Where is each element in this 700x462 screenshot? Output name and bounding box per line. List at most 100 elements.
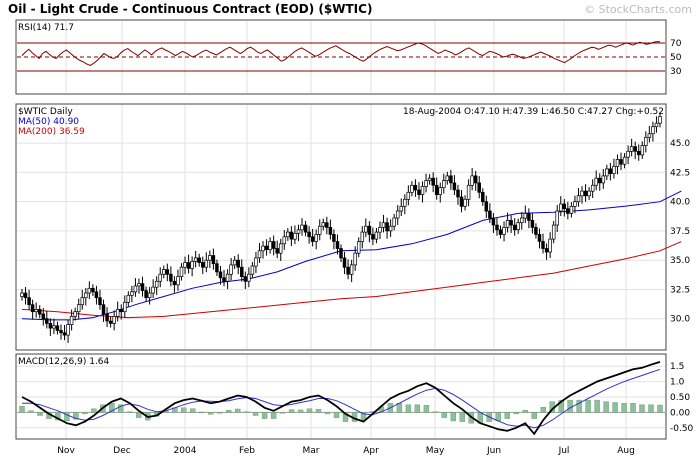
candle-down [417,189,421,196]
candle-up [520,217,524,224]
candle-down [140,283,145,291]
candle-down [488,210,492,219]
candle-up [158,273,162,282]
macd-histogram-bar [603,401,609,413]
macd-histogram-bar [621,403,627,413]
macd-histogram-bar [180,407,187,413]
candle-up [317,225,322,235]
candle-up [651,126,655,135]
macd-histogram-bar [513,412,519,415]
candle-up [395,210,400,219]
x-tick-label: Jul [558,446,570,456]
candle-down [346,266,350,275]
candle-down [456,189,460,198]
candle-up [353,252,357,266]
macd-histogram-bar [414,404,421,413]
macd-histogram-bar [243,411,250,413]
candle-down [544,248,549,253]
candle-down [98,297,102,306]
candle-up [555,210,559,226]
candle-down [310,236,315,242]
candle-down [491,217,496,226]
candle-up [123,301,127,313]
candle-up [179,266,184,277]
candle-up [154,280,159,288]
candle-down [172,280,177,286]
candle-up [573,201,577,207]
rsi-tick-label: 70 [670,39,682,49]
macd-histogram-bar [225,410,232,413]
price-quote: 18-Aug-2004 O:47.10 H:47.39 L:46.50 C:47… [403,107,664,117]
macd-histogram-bar [594,399,600,413]
candle-down [509,220,513,226]
candle-down [328,227,333,235]
candle-up [647,133,652,138]
macd-tick-label: 0.50 [670,393,690,403]
candle-up [466,184,471,200]
candle-up [87,287,92,294]
candle-down [37,309,42,315]
candle-up [176,276,180,286]
candle-down [240,266,244,277]
candle-up [247,273,251,282]
candle-up [254,257,258,267]
candle-up [190,261,194,269]
candle-down [307,231,311,238]
candle-up [548,238,552,253]
macd-histogram-bar [558,399,564,413]
macd-histogram-bar [324,412,331,415]
candle-up [445,175,450,181]
candle-down [495,224,499,231]
candle-up [257,250,262,259]
candle-down [325,222,329,228]
macd-histogram-bar [64,412,70,421]
candle-down [41,313,46,320]
candle-up [193,257,198,262]
candle-up [183,262,187,268]
macd-tick-label: 1.0 [670,378,685,388]
candle-up [261,245,265,252]
candle-down [537,234,542,242]
macd-histogram-bar [576,399,582,413]
candle-up [601,175,606,184]
macd-histogram-bar [198,411,205,414]
candle-down [27,297,31,306]
candle-up [268,241,272,251]
candle-up [403,198,407,207]
candle-down [197,257,201,263]
x-tick-label: Aug [617,446,635,456]
macd-histogram-bar [441,412,447,418]
candle-up [133,285,138,293]
candle-up [282,236,287,245]
candle-up [424,180,428,187]
candle-down [562,203,567,210]
price-tick-label: 45.0 [670,139,690,149]
macd-histogram-bar [118,404,124,413]
macd-tick-label: 0.00 [670,408,690,418]
macd-histogram-bar [261,412,268,419]
x-tick-label: Dec [113,446,130,456]
candle-up [442,180,446,188]
candle-down [30,304,35,313]
candle-down [636,150,641,156]
macd-histogram-bar [504,412,510,419]
macd-histogram-bar [495,412,501,421]
macd-histogram-bar [82,412,88,415]
x-tick-label: Jun [486,446,501,456]
macd-histogram-bar [19,406,25,413]
candle-down [243,276,248,282]
candle-up [658,116,662,124]
candle-down [434,184,439,196]
candle-down [48,323,53,329]
candle-down [271,241,276,249]
candle-up [250,265,255,275]
macd-histogram-bar [279,412,286,414]
rsi-tick-label: 50 [670,53,682,63]
candle-up [576,195,581,203]
x-tick-label: Nov [57,446,75,456]
candle-up [66,324,70,336]
candle-up [162,269,166,275]
candle-down [186,262,191,269]
candle-up [204,259,209,268]
